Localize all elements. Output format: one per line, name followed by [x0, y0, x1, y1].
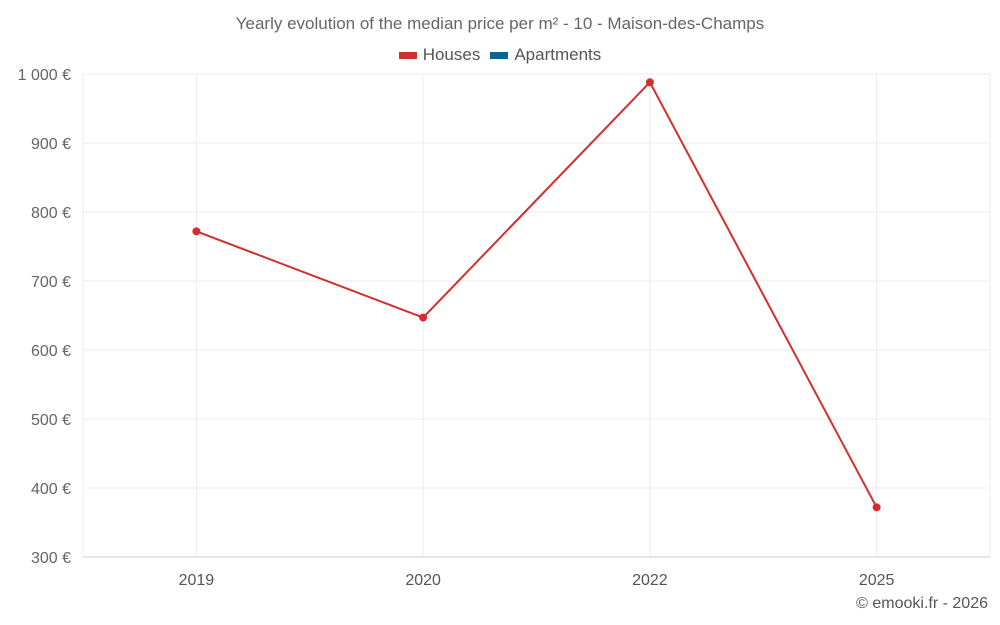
data-point-houses — [872, 503, 881, 512]
x-tick-label: 2019 — [179, 572, 215, 589]
data-point-houses — [192, 227, 201, 236]
legend-label-houses: Houses — [422, 45, 481, 64]
y-tick-label: 500 € — [31, 412, 71, 429]
data-point-houses — [645, 78, 654, 87]
legend-label-apartments: Apartments — [514, 45, 602, 64]
axis-layer: 300 € 400 € 500 € 600 € 700 € 800 € 900 € 1 000… — [18, 67, 895, 589]
series-layer — [192, 78, 881, 512]
y-tick-label: 900 € — [31, 136, 71, 153]
x-tick-label: 2025 — [859, 572, 895, 589]
legend-swatch-houses — [398, 51, 417, 59]
x-tick-label: 2020 — [405, 572, 441, 589]
legend-item-houses[interactable]: Houses — [398, 45, 481, 65]
legend-swatch-apartments — [490, 51, 509, 59]
x-tick-label: 2022 — [632, 572, 668, 589]
series-line-houses — [196, 80, 878, 508]
grid-layer — [82, 73, 991, 558]
chart-legend: Houses Apartments — [0, 45, 1000, 65]
y-tick-label: 400 € — [31, 481, 71, 498]
y-tick-label: 700 € — [31, 274, 71, 291]
copyright-footer: © emooki.fr - 2026 — [856, 595, 988, 612]
y-tick-label: 300 € — [31, 550, 71, 567]
chart-title: Yearly evolution of the median price per… — [235, 14, 765, 33]
data-point-houses — [419, 313, 428, 322]
y-tick-label: 800 € — [31, 205, 71, 222]
y-tick-label: 600 € — [31, 343, 71, 360]
y-tick-label: 1 000 € — [18, 67, 71, 84]
legend-item-apartments[interactable]: Apartments — [490, 45, 601, 65]
